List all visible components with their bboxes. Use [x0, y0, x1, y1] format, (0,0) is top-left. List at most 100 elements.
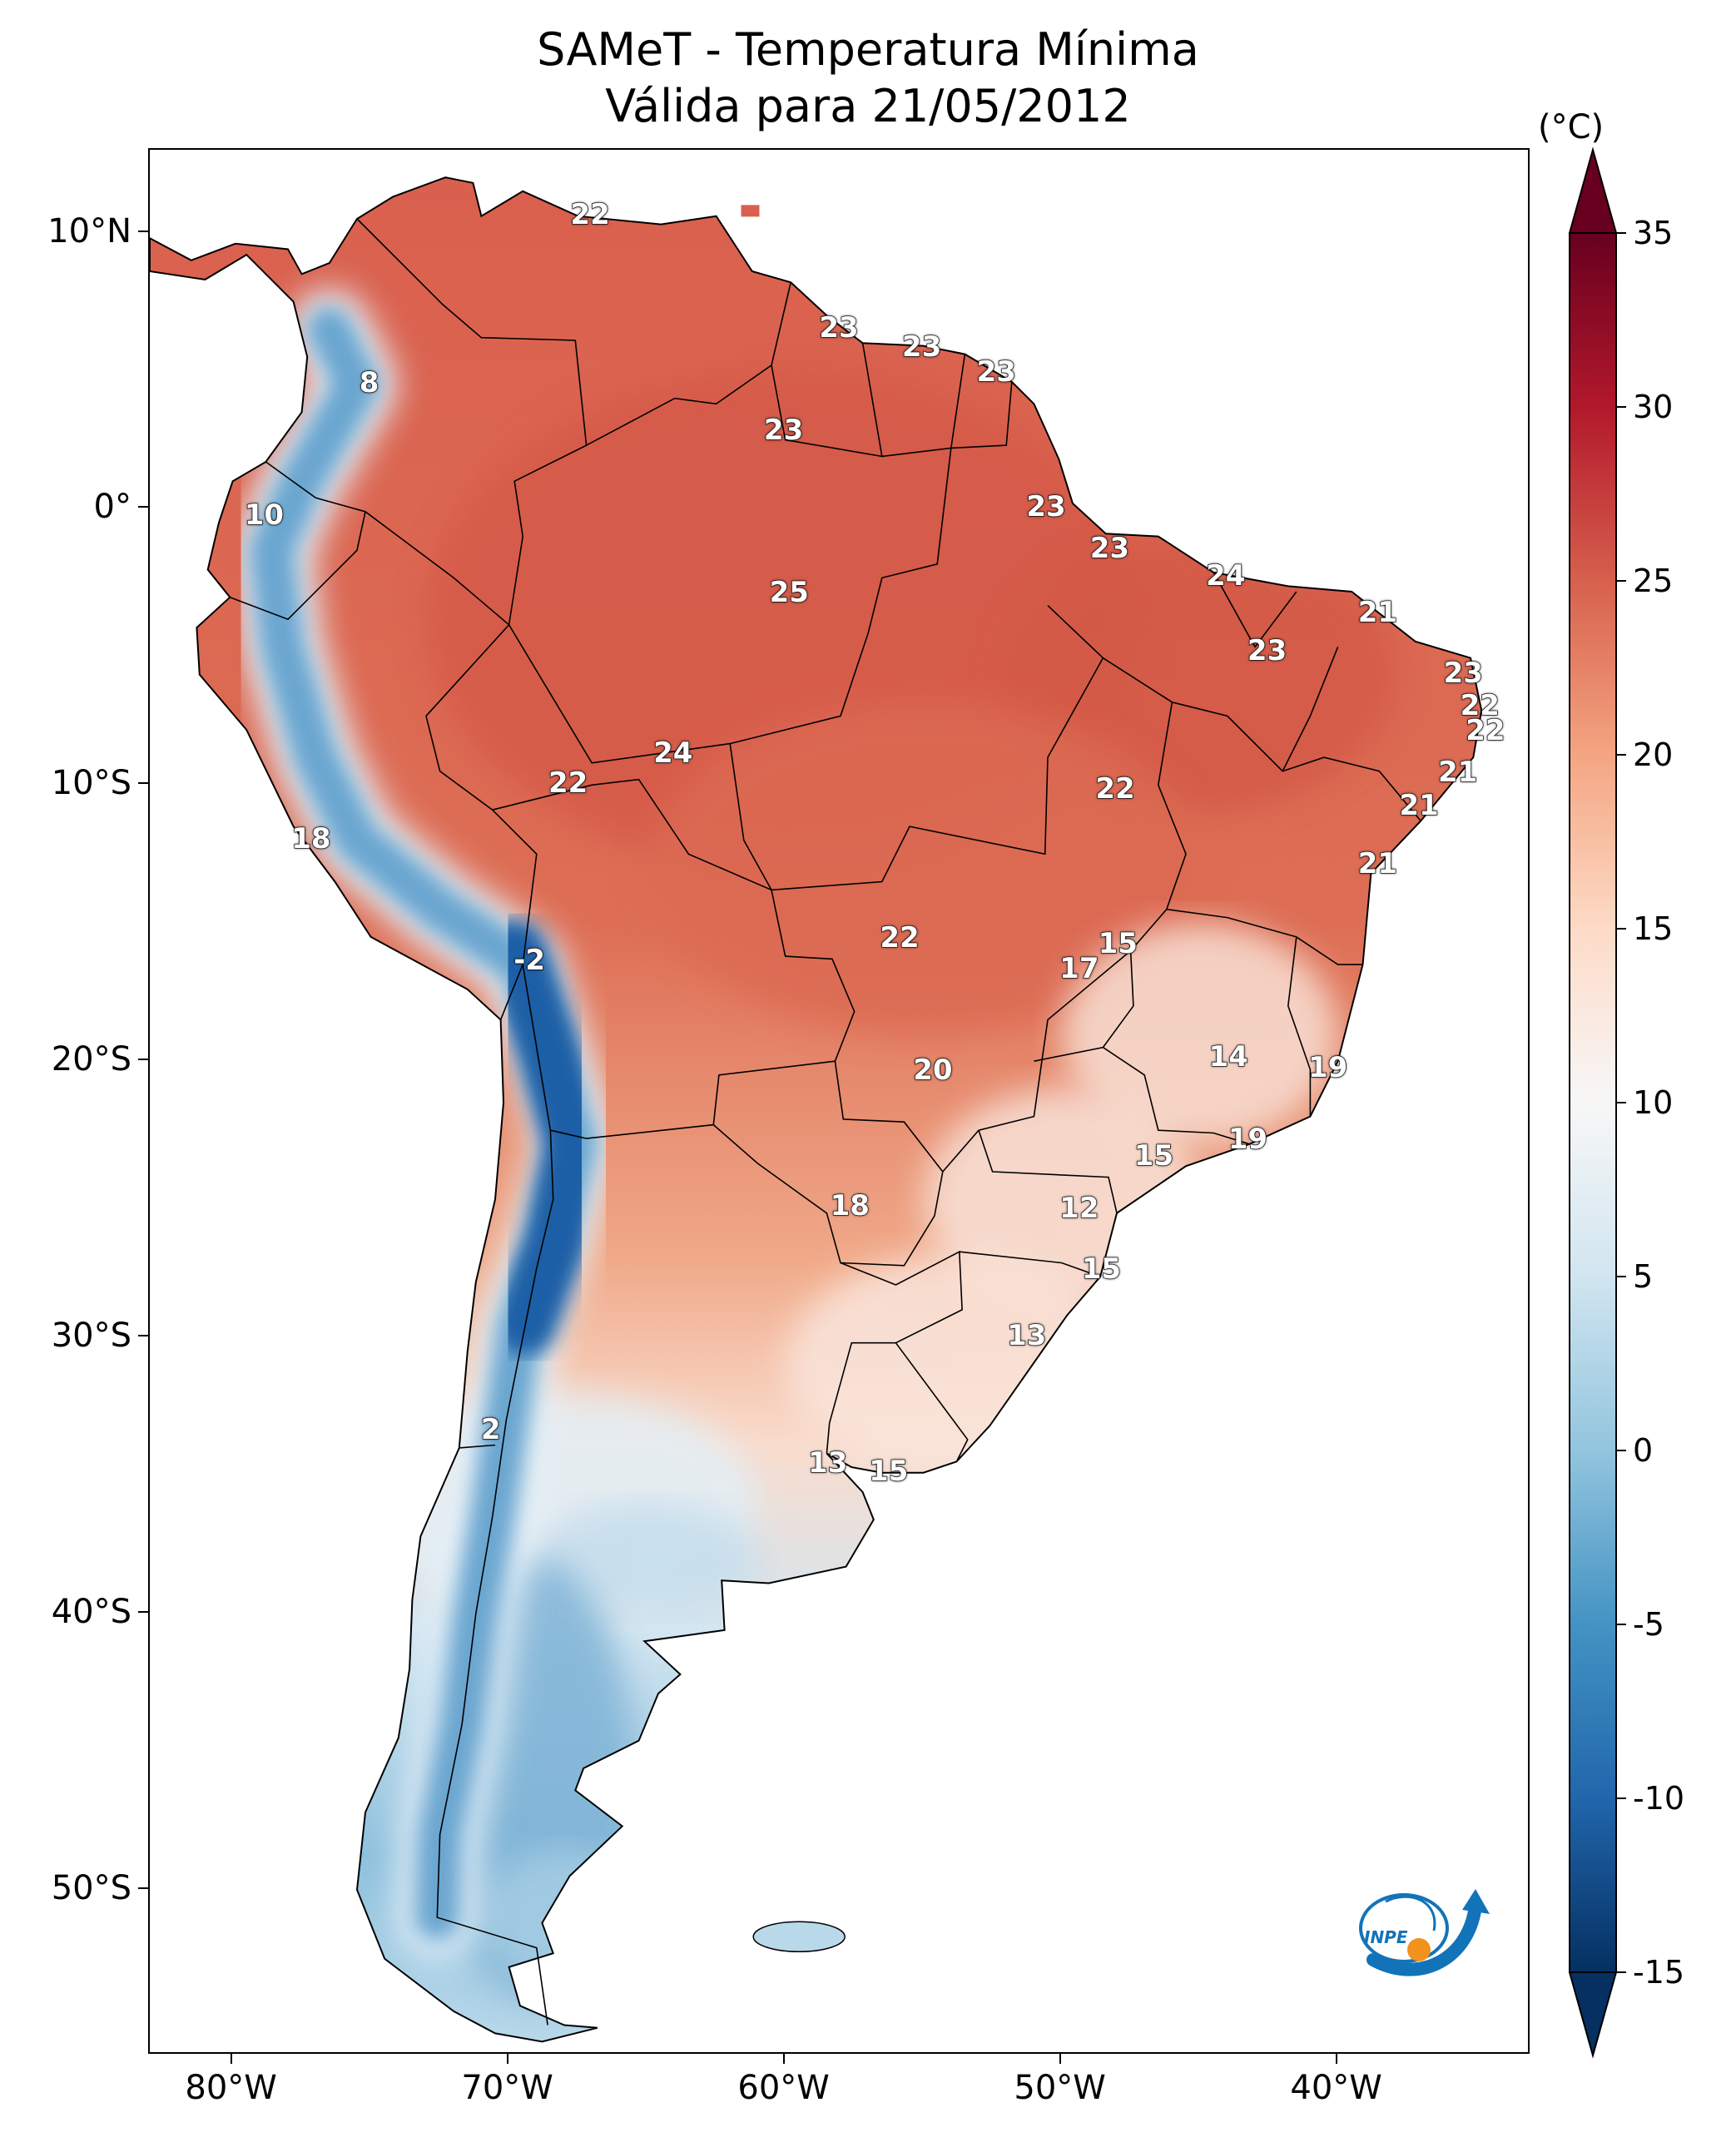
x-tick-label: 60°W [737, 2069, 830, 2107]
coastline [150, 176, 1483, 2043]
temperature-point-label: 13 [807, 1445, 848, 1480]
y-tick-label: 10°N [47, 211, 131, 250]
svg-text:INPE: INPE [1364, 1927, 1408, 1947]
border-line [230, 461, 366, 621]
x-tick-mark [782, 2054, 785, 2064]
title-line-2: Válida para 21/05/2012 [605, 80, 1131, 132]
border-line [1172, 702, 1421, 822]
colorbar-tick-label: 25 [1633, 563, 1674, 599]
border-line [1213, 572, 1297, 648]
border-line [826, 1250, 963, 1454]
temperature-point-label: 22 [1465, 714, 1505, 749]
colorbar-tick-label: 5 [1633, 1258, 1654, 1295]
colorbar-top-extend [1568, 146, 1618, 234]
x-tick-mark [1059, 2054, 1061, 2064]
country-borders [230, 218, 1421, 2026]
x-tick-label: 70°W [461, 2069, 553, 2107]
temperature-point-label: 15 [1133, 1139, 1174, 1174]
border-line [459, 1444, 496, 1449]
temperature-overlays [231, 290, 1393, 2001]
temperature-point-label: -2 [513, 943, 546, 978]
temperature-point-label: 14 [1208, 1039, 1249, 1074]
colorbar-tick-label: 0 [1633, 1432, 1654, 1469]
x-tick-mark [506, 2054, 508, 2064]
colorbar-tick-label: 15 [1633, 910, 1674, 947]
temperature-point-label: 10 [244, 498, 285, 533]
colorbar-tick-label: 30 [1633, 389, 1674, 425]
x-tick-label: 40°W [1290, 2069, 1382, 2107]
border-line [959, 1251, 1101, 1277]
y-tick-mark [138, 506, 148, 508]
y-tick-mark [138, 1887, 148, 1889]
temperature-point-label: 8 [359, 365, 379, 400]
colorbar-bottom-extend [1568, 1971, 1618, 2059]
x-tick-label: 80°W [185, 2069, 277, 2107]
y-tick-mark [138, 230, 148, 232]
colorbar-gradient [1569, 232, 1617, 1973]
falkland-islands [752, 1921, 846, 1953]
temperature-point-label: 24 [1205, 559, 1246, 594]
temperature-point-label: 23 [1443, 656, 1484, 691]
temperature-point-label: 15 [1098, 926, 1138, 961]
temperature-point-label: 23 [901, 330, 942, 364]
temperature-point-label: 22 [548, 766, 588, 801]
temperature-point-label: 19 [1307, 1050, 1348, 1085]
temperature-point-label: 12 [1059, 1192, 1099, 1227]
border-line [436, 1130, 554, 2026]
x-tick-mark [230, 2054, 232, 2064]
colorbar-tick-label: -15 [1633, 1954, 1685, 1991]
temperature-point-label: 18 [290, 821, 331, 856]
temperature-point-label: 23 [1247, 633, 1287, 668]
temperature-point-label: 23 [1026, 490, 1067, 525]
y-tick-label: 20°S [51, 1040, 131, 1079]
temperature-point-label: 2 [480, 1412, 501, 1447]
temperature-map [150, 176, 1483, 2043]
y-tick-label: 50°S [51, 1868, 131, 1907]
temperature-point-label: 22 [1460, 689, 1500, 724]
border-line [712, 1061, 944, 1267]
border-line [729, 743, 772, 890]
temperature-point-label: 21 [1437, 755, 1478, 790]
temperature-point-label: 22 [880, 920, 920, 955]
temperature-point-label: 21 [1357, 846, 1398, 881]
border-line [1282, 647, 1339, 772]
temperature-point-label: 15 [1081, 1252, 1122, 1287]
y-tick-label: 40°S [51, 1592, 131, 1631]
altiplano-cold-band [483, 919, 608, 1356]
temperature-point-label: 18 [830, 1188, 870, 1223]
y-tick-mark [138, 1059, 148, 1061]
y-tick-mark [138, 1610, 148, 1613]
temperature-point-label: 25 [769, 576, 810, 611]
border-line [978, 1129, 1118, 1213]
temperature-point-label: 22 [570, 197, 611, 232]
temperature-point-label: 21 [1399, 788, 1440, 823]
temperature-point-label: 19 [1228, 1123, 1268, 1158]
temperature-blob [785, 1254, 1117, 1476]
border-line [1102, 1046, 1250, 1145]
border-line [771, 343, 883, 458]
colorbar-tick-label: 35 [1633, 215, 1674, 251]
border-line [950, 381, 1013, 449]
temperature-point-label: 23 [763, 413, 804, 448]
border-line [942, 657, 1187, 1173]
y-tick-label: 10°S [51, 764, 131, 803]
temperature-point-label: 23 [1089, 531, 1130, 566]
border-line [895, 1342, 969, 1462]
colorbar-tick-label: -10 [1633, 1780, 1685, 1817]
temperature-blob [647, 702, 1200, 1034]
border-line [1034, 950, 1134, 1062]
colorbar-tick-label: -5 [1633, 1606, 1664, 1643]
border-line [356, 218, 588, 625]
temperature-point-label: 17 [1059, 951, 1099, 986]
title-line-1: SAMeT - Temperatura Mínima [537, 23, 1199, 76]
y-tick-label: 30°S [51, 1316, 131, 1356]
y-tick-mark [138, 1335, 148, 1337]
temperature-point-label: 22 [1095, 771, 1136, 806]
border-line [586, 282, 791, 446]
land-layer [150, 176, 1483, 2043]
colorbar-tick-label: 10 [1633, 1084, 1674, 1121]
colorbar-unit: (°C) [1538, 108, 1605, 146]
temperature-blob [1061, 923, 1338, 1144]
temperature-point-label: 13 [1006, 1318, 1047, 1353]
border-line [522, 964, 836, 1139]
